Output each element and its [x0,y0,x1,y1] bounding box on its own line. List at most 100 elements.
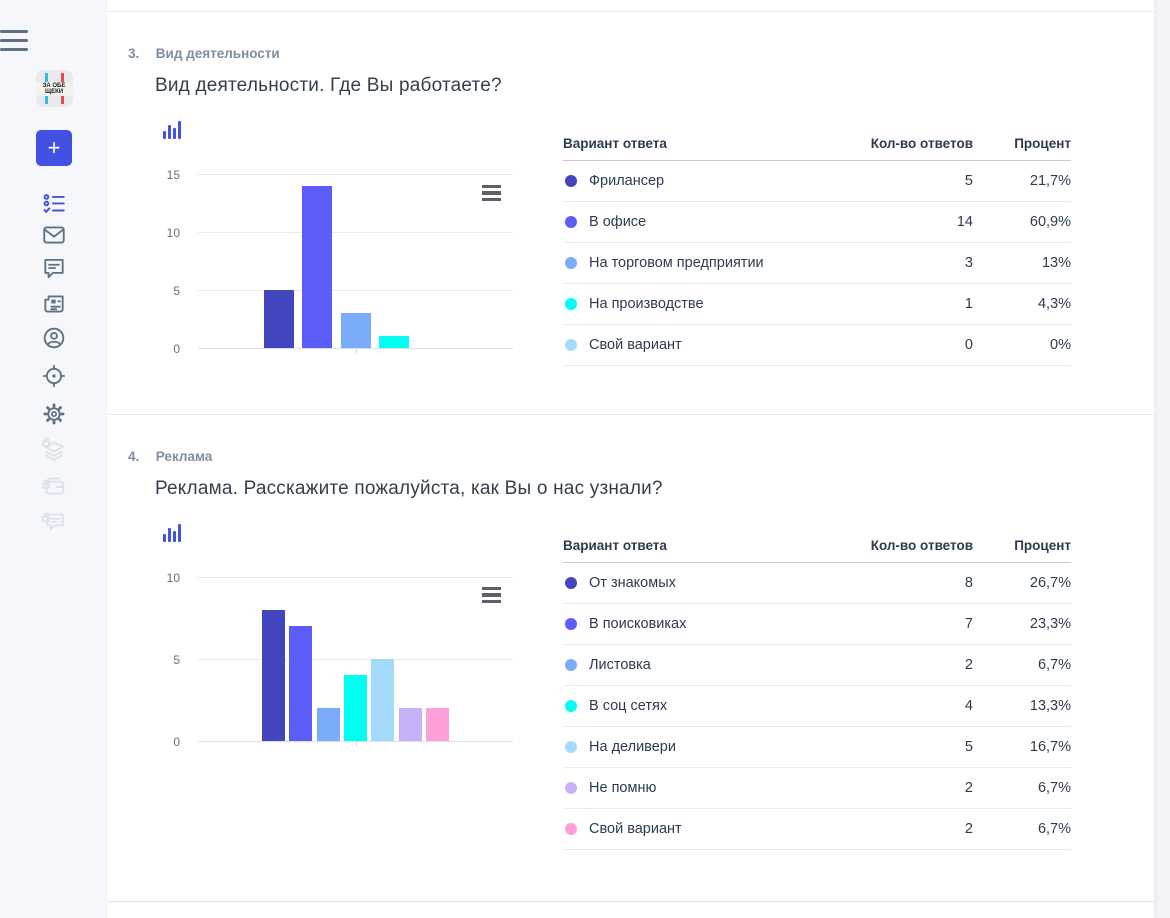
bar-В соц сетях[interactable] [344,675,367,741]
answer-count: 14 [956,214,973,230]
chart-context-menu-icon[interactable] [482,185,502,201]
answer-label: Фрилансер [589,173,665,189]
profile-icon[interactable] [0,325,108,351]
answer-count: 8 [964,575,973,591]
legend-dot-icon [565,741,577,753]
results-page: 3. Вид деятельности Вид деятельности. Гд… [108,0,1154,918]
bar-Фрилансер[interactable] [263,290,294,348]
answer-row: От знакомых 8 26,7% [563,563,1071,604]
y-axis-tick-label: 5 [173,283,180,298]
chart-context-menu-icon[interactable] [482,587,502,603]
answer-count: 0 [964,337,973,353]
bar-chart-type-icon [163,119,185,139]
answer-label: Не помню [589,780,657,796]
menu-icon[interactable] [0,30,108,51]
question-number: 4. [128,449,140,464]
y-axis-tick-label: 0 [173,341,180,356]
previous-card-edge [108,0,1154,12]
column-header: Кол-во ответов [870,136,973,151]
answer-row: На торговом предприятии 3 13% [563,243,1071,284]
chat-locked-icon [0,508,108,534]
settings-gear-icon[interactable] [0,401,108,427]
x-axis-tick [355,742,357,746]
answer-label: В офисе [589,214,647,230]
surveys-list-icon[interactable] [0,191,108,217]
bar-В поисковиках[interactable] [289,626,313,741]
answer-row: В поисковиках 7 23,3% [563,604,1071,645]
mail-icon[interactable] [0,222,108,248]
answer-label: Свой вариант [589,821,682,837]
answer-label: От знакомых [589,575,676,591]
layers-locked-icon [0,437,108,463]
bar-chart: 0 5 10 [167,564,513,754]
legend-dot-icon [565,339,577,351]
table-header-row: Вариант ответа Кол-во ответов Процент [563,123,1071,161]
legend-dot-icon [565,216,577,228]
answer-count: 2 [964,821,973,837]
target-icon[interactable] [0,363,108,389]
gridline [198,174,513,175]
bar-Свой вариант[interactable] [426,708,450,741]
answer-percent: 16,7% [1029,739,1071,755]
bar-На деливери[interactable] [371,659,395,741]
answer-count: 2 [964,657,973,673]
comments-icon[interactable] [0,255,108,281]
answers-table: Вариант ответа Кол-во ответов Процент От зн… [563,525,1071,850]
app-logo[interactable]: ЗА ОБЕ ЩЕКИ [0,70,108,107]
gridline [198,290,513,291]
answer-row: Фрилансер 5 21,7% [563,161,1071,202]
answer-row: Листовка 2 6,7% [563,645,1071,686]
news-icon[interactable] [0,291,108,317]
answer-count: 1 [964,296,973,312]
question-number: 3. [128,46,140,61]
bar-На производстве[interactable] [379,336,409,348]
y-axis-tick-label: 10 [166,570,180,585]
answer-percent: 13% [1041,255,1071,271]
answer-percent: 26,7% [1029,575,1071,591]
question-category: Вид деятельности [155,46,280,61]
legend-dot-icon [565,823,577,835]
answer-row: Свой вариант 2 6,7% [563,809,1071,850]
answer-count: 5 [964,173,973,189]
legend-dot-icon [565,618,577,630]
question-card-3: 3. Вид деятельности Вид деятельности. Гд… [108,13,1154,415]
question-header: 4. Реклама [128,449,212,464]
answer-label: Свой вариант [589,337,682,353]
legend-dot-icon [565,700,577,712]
answer-percent: 6,7% [1037,821,1071,837]
column-header: Кол-во ответов [870,538,973,553]
answer-percent: 6,7% [1037,657,1071,673]
answer-percent: 0% [1050,337,1071,353]
bar-От знакомых[interactable] [261,609,285,741]
answer-percent: 21,7% [1029,173,1071,189]
question-card-4: 4. Реклама Реклама. Расскажите пожалуйст… [108,416,1154,901]
question-category: Реклама [155,449,213,464]
question-title: Вид деятельности. Где Вы работаете? [155,75,502,96]
answer-label: На производстве [589,296,704,312]
answer-row: Свой вариант 0 0% [563,325,1071,366]
answer-count: 7 [964,616,973,632]
y-axis-tick-label: 15 [166,167,180,182]
answer-count: 3 [964,255,973,271]
bar-На торговом предприятии[interactable] [340,313,371,348]
answer-count: 4 [964,698,973,714]
x-axis-line [198,741,513,742]
bar-В офисе[interactable] [302,185,332,348]
create-survey-button[interactable]: + [36,130,72,166]
y-axis-tick-label: 5 [173,652,180,667]
x-axis-tick [355,349,357,353]
bar-Листовка[interactable] [316,708,340,741]
answer-label: На торговом предприятии [589,255,764,271]
bar-Не помню[interactable] [398,708,422,741]
answer-percent: 6,7% [1037,780,1071,796]
legend-dot-icon [565,782,577,794]
answer-label: В соц сетях [589,698,668,714]
answer-count: 2 [964,780,973,796]
y-axis-tick-label: 0 [173,734,180,749]
answer-label: Листовка [589,657,651,673]
answer-percent: 23,3% [1029,616,1071,632]
gridline [198,659,513,660]
legend-dot-icon [565,298,577,310]
logo-image: ЗА ОБЕ ЩЕКИ [35,70,73,107]
next-card-edge [108,901,1154,918]
